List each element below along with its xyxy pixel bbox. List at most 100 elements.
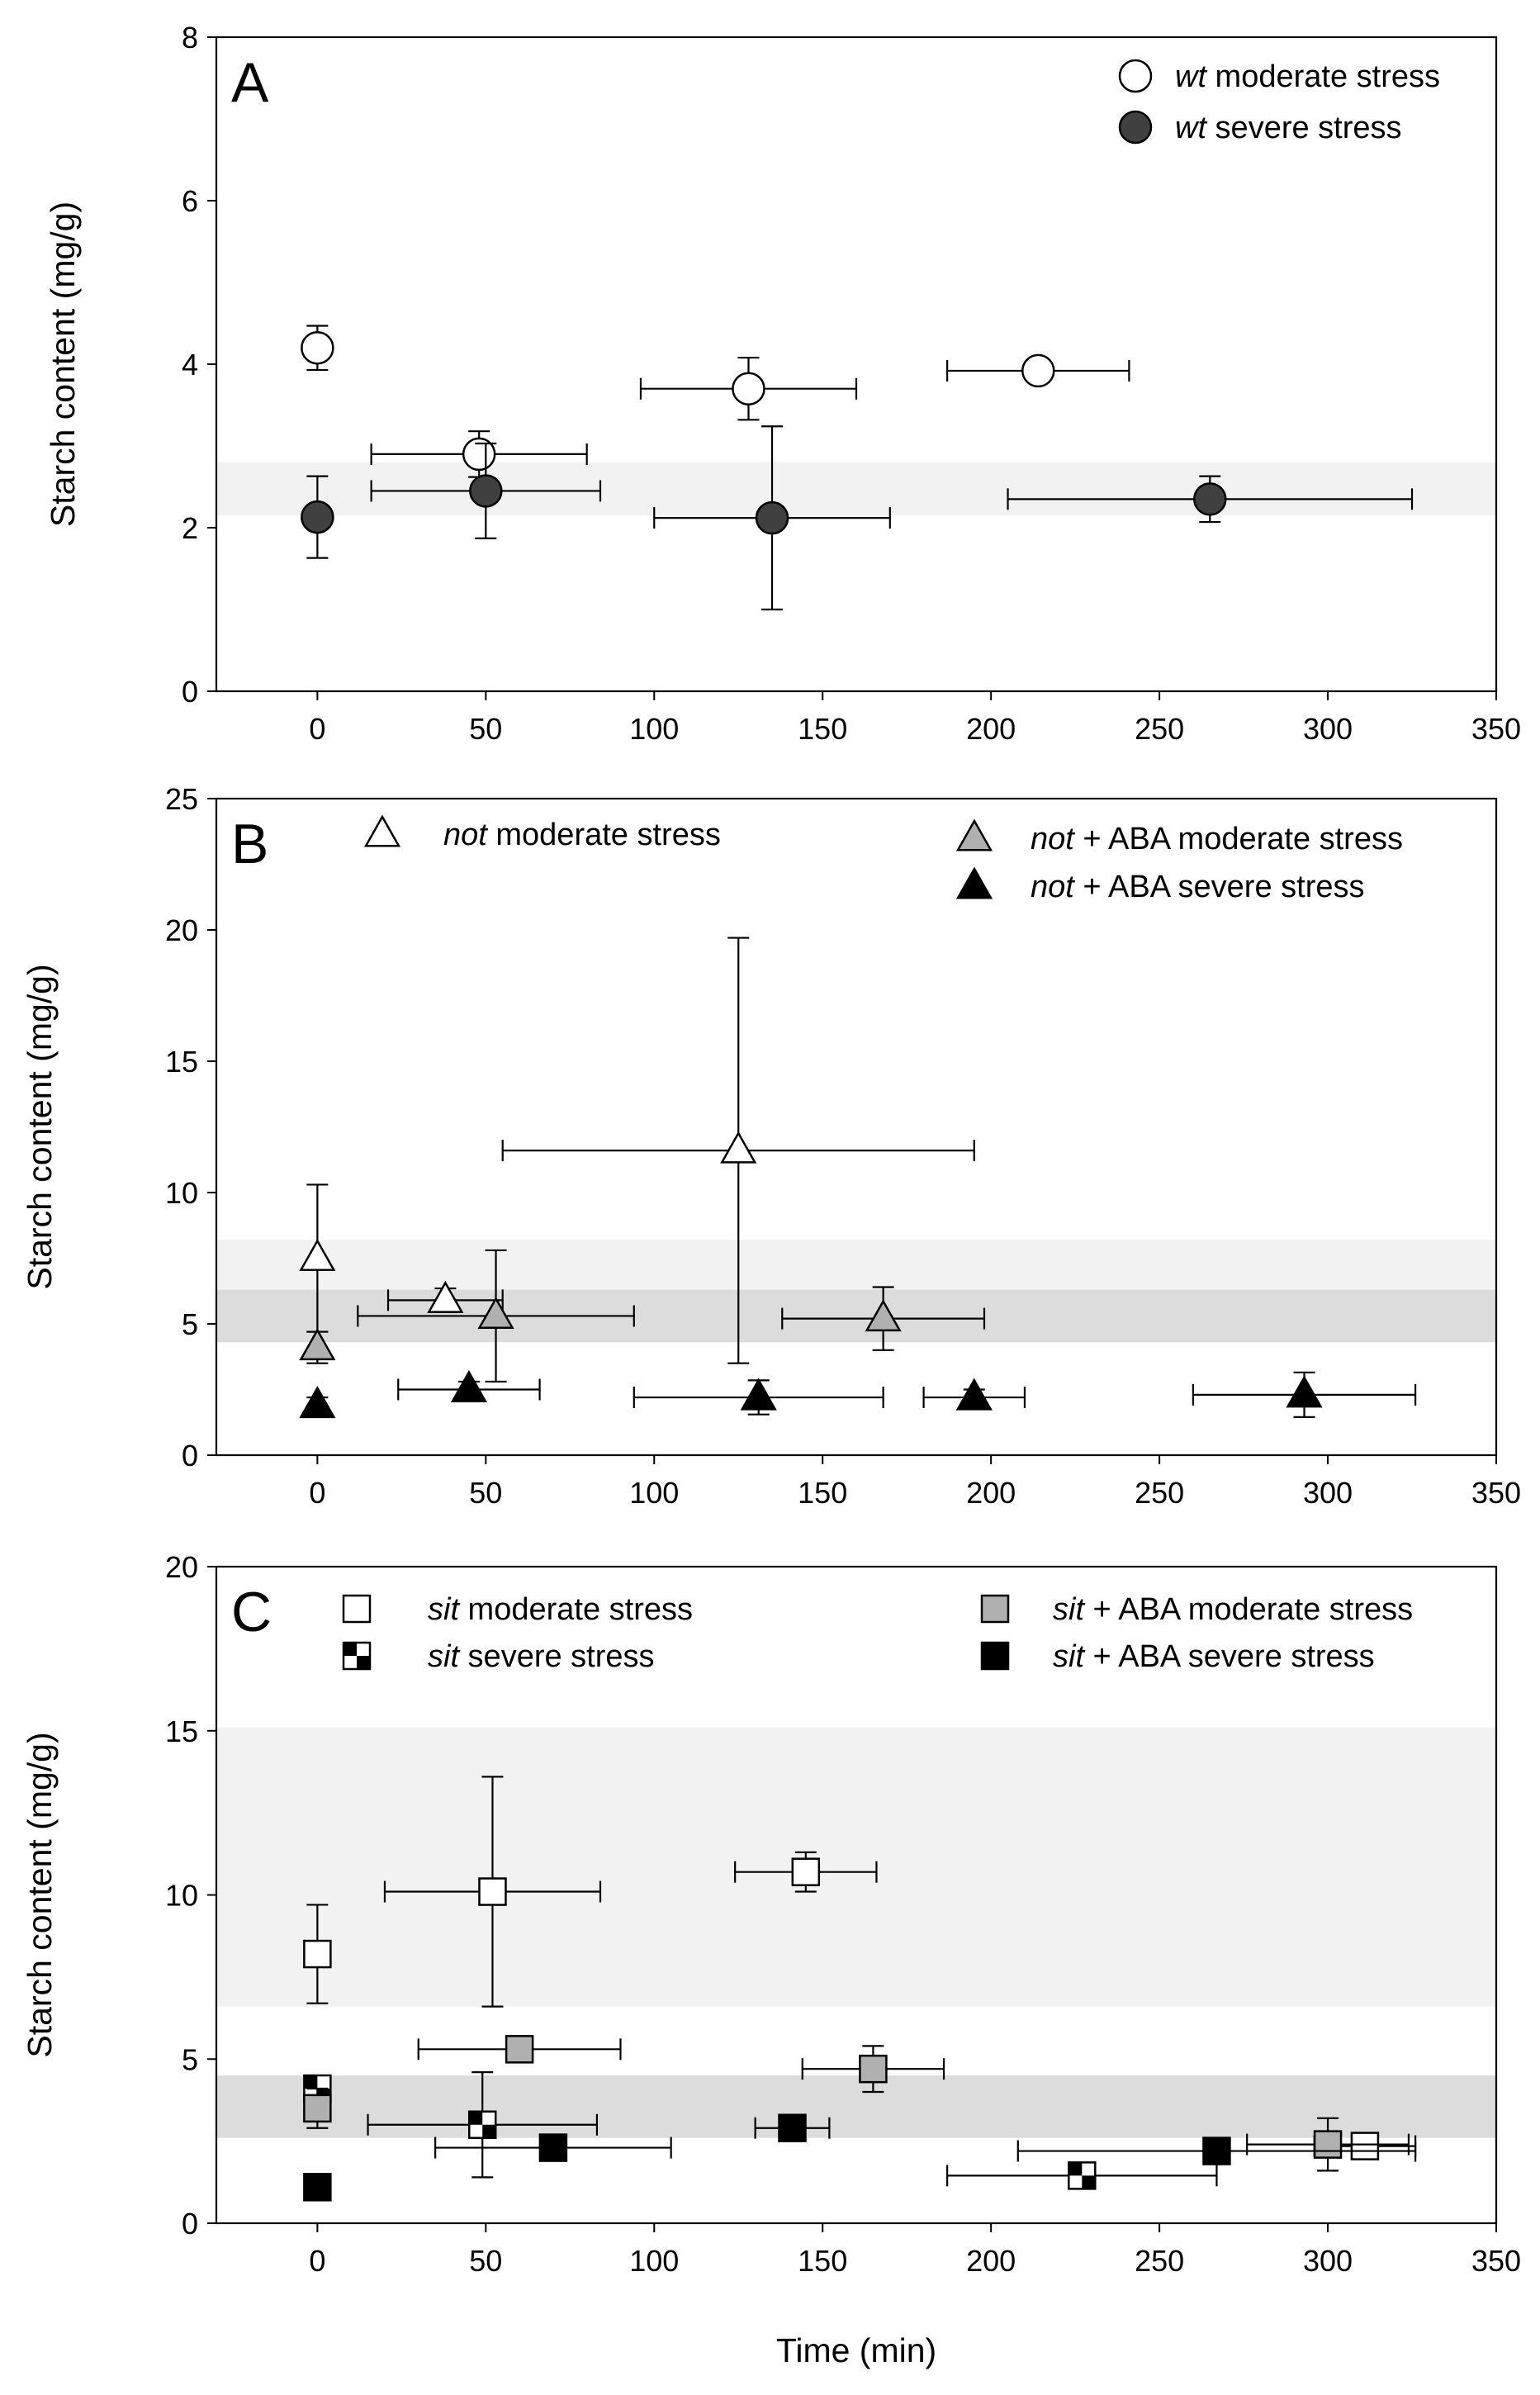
x-tick-label: 200 xyxy=(966,712,1016,746)
x-tick-label: 350 xyxy=(1471,1476,1521,1510)
data-point xyxy=(505,2035,534,2064)
data-point xyxy=(1068,2161,1097,2190)
series-sit-aba-severe-stress xyxy=(303,2113,1417,2202)
reference-band xyxy=(217,462,1495,516)
panel-letter: B xyxy=(231,813,268,875)
legend-label: sit + ABA moderate stress xyxy=(1053,1592,1413,1627)
data-point xyxy=(427,1280,464,1313)
y-tick-label: 20 xyxy=(165,1550,198,1584)
legend-entry: not moderate stress xyxy=(363,814,721,852)
legend-label: not moderate stress xyxy=(443,818,721,852)
data-point xyxy=(301,500,334,534)
x-tick-label: 150 xyxy=(798,2244,847,2278)
y-tick-label: 2 xyxy=(182,511,198,545)
data-point xyxy=(467,2110,497,2139)
y-tick-label: 0 xyxy=(182,1439,198,1473)
data-point xyxy=(1193,482,1227,516)
legend-entry: not + ABA severe stress xyxy=(955,866,1365,904)
data-point xyxy=(755,500,789,535)
y-tick-label: 0 xyxy=(182,675,198,709)
data-point xyxy=(299,1386,336,1419)
legend-label: not + ABA moderate stress xyxy=(1031,822,1403,856)
reference-band xyxy=(217,1727,1495,2007)
y-tick-label: 25 xyxy=(165,782,198,816)
data-point xyxy=(791,1857,821,1886)
data-point xyxy=(740,1378,777,1411)
panel-letter: C xyxy=(231,1581,272,1643)
data-point xyxy=(1286,1375,1323,1408)
y-tick-label: 20 xyxy=(165,913,198,947)
series-sit-moderate-stress xyxy=(303,1776,1417,2160)
legend-entry: not + ABA moderate stress xyxy=(955,818,1403,856)
y-tick-label: 4 xyxy=(182,348,198,382)
x-tick-label: 0 xyxy=(309,712,325,746)
chart-panel-a: 0 50 100 150 200 250 300 350 0 2 4 6 8 Starch content… xyxy=(44,21,1521,746)
legend-marker xyxy=(1118,110,1153,145)
series-wt-severe-stress xyxy=(301,425,1414,611)
y-tick-label: 10 xyxy=(165,1176,198,1210)
series-not-aba-severe-stress xyxy=(299,1369,1417,1419)
series-wt-moderate-stress xyxy=(301,325,1130,478)
y-tick-label: 8 xyxy=(182,21,198,55)
legend-marker xyxy=(363,814,401,847)
legend-marker xyxy=(980,1641,1010,1671)
x-tick-label: 300 xyxy=(1303,712,1353,746)
data-point xyxy=(778,2113,807,2142)
data-point xyxy=(303,1939,332,1969)
data-point xyxy=(859,2054,888,2084)
data-point xyxy=(865,1299,902,1332)
legend-marker xyxy=(955,818,993,851)
x-tick-label: 50 xyxy=(469,1476,502,1510)
x-tick-label: 100 xyxy=(629,712,679,746)
data-point xyxy=(720,1131,757,1164)
data-point xyxy=(955,1378,993,1411)
x-tick-label: 250 xyxy=(1135,2244,1184,2278)
series-not-aba-moderate-stress xyxy=(299,1249,986,1383)
legend-entry: sit moderate stress xyxy=(342,1592,693,1627)
x-tick-label: 0 xyxy=(309,1476,325,1510)
legend-entry: wt moderate stress xyxy=(1118,59,1440,94)
y-axis-title: Starch content (mg/g) xyxy=(21,964,59,1289)
legend-label: sit + ABA severe stress xyxy=(1053,1639,1375,1674)
data-point xyxy=(732,372,765,405)
legend-marker xyxy=(342,1594,372,1624)
y-axis-title: Starch content (mg/g) xyxy=(21,1732,59,2057)
legend-entry: sit severe stress xyxy=(342,1639,655,1674)
legend-label: sit severe stress xyxy=(428,1639,655,1674)
data-point xyxy=(538,2133,568,2162)
x-tick-label: 100 xyxy=(629,2244,679,2278)
x-tick-label: 50 xyxy=(469,712,502,746)
x-tick-label: 300 xyxy=(1303,1476,1353,1510)
data-point xyxy=(299,1328,336,1361)
data-point xyxy=(299,1238,336,1272)
legend-label: sit moderate stress xyxy=(428,1592,693,1627)
plot-frame xyxy=(215,797,1498,1457)
x-tick-label: 0 xyxy=(309,2244,325,2278)
data-point xyxy=(1021,353,1055,388)
y-tick-label: 5 xyxy=(182,2042,198,2076)
x-tick-label: 200 xyxy=(966,1476,1016,1510)
x-tick-label: 250 xyxy=(1135,712,1184,746)
series-sit-aba-moderate-stress xyxy=(303,2035,1410,2172)
reference-band xyxy=(217,2075,1495,2138)
data-point xyxy=(303,2173,332,2202)
legend-entry: sit + ABA moderate stress xyxy=(980,1592,1413,1627)
legend-entry: wt severe stress xyxy=(1118,110,1402,145)
legend-marker xyxy=(1118,59,1153,93)
chart-panel-c: 0 50 100 150 200 250 300 350 0 5 10 15 20 Starch cont… xyxy=(21,1550,1521,2278)
x-tick-label: 100 xyxy=(629,1476,679,1510)
legend-label: not + ABA severe stress xyxy=(1031,870,1365,904)
legend-marker xyxy=(980,1594,1010,1624)
y-tick-label: 15 xyxy=(165,1714,198,1748)
legend-marker xyxy=(342,1641,372,1671)
data-point xyxy=(1313,2130,1343,2159)
data-point xyxy=(303,2094,332,2123)
legend-marker xyxy=(955,866,993,899)
y-tick-label: 10 xyxy=(165,1879,198,1913)
x-tick-label: 150 xyxy=(798,712,847,746)
legend-label: wt moderate stress xyxy=(1175,59,1440,94)
x-tick-label: 350 xyxy=(1471,712,1521,746)
data-point xyxy=(469,474,503,508)
y-tick-label: 6 xyxy=(182,184,198,218)
